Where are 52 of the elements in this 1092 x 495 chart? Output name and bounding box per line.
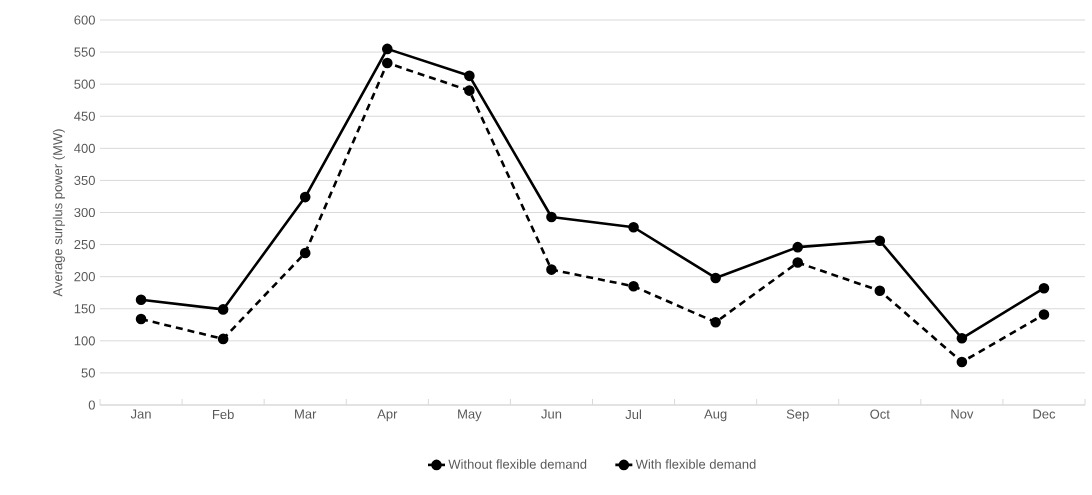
point	[1038, 309, 1050, 320]
y-tick-label: 50	[81, 368, 95, 378]
y-tick-label: 550	[74, 47, 95, 57]
x-tick-label: Jul	[625, 409, 641, 420]
y-tick-label: 500	[74, 79, 95, 89]
x-tick-label: May	[458, 409, 482, 422]
x-tick-label: Oct	[870, 409, 890, 419]
point	[299, 247, 311, 259]
x-tick-label: Dec	[1033, 409, 1056, 419]
x-tick-label: Mar	[295, 409, 317, 419]
point	[546, 211, 557, 223]
y-tick-label: 600	[74, 15, 95, 25]
y-tick-label: 450	[74, 111, 95, 121]
y-tick-label: 150	[74, 304, 95, 314]
x-tick-label: Nov	[951, 409, 974, 419]
point	[464, 85, 475, 96]
point	[1038, 282, 1050, 294]
x-tick-label: Jan	[130, 409, 151, 419]
point	[135, 294, 147, 306]
point	[628, 280, 639, 292]
point	[464, 70, 475, 82]
legend-label: With flexible demand	[635, 459, 756, 469]
x-tick-label: Aug	[704, 409, 727, 422]
point	[382, 57, 393, 69]
y-tick-label: 400	[74, 143, 95, 153]
point	[135, 313, 147, 325]
point	[217, 304, 229, 315]
point	[874, 235, 886, 247]
point	[382, 43, 393, 55]
y-tick-label: 350	[74, 175, 95, 186]
point	[956, 356, 968, 368]
point	[956, 332, 968, 344]
y-tick-label: 200	[74, 272, 95, 282]
x-tick-label: Jun	[541, 409, 562, 419]
legend-label: Without flexible demand	[448, 459, 587, 469]
x-tick-label: Feb	[212, 409, 234, 420]
x-tick-label: Sep	[786, 409, 809, 422]
y-tick-label: 100	[74, 336, 95, 346]
point	[299, 191, 311, 203]
y-tick-label: 300	[74, 207, 95, 218]
point	[546, 264, 557, 275]
y-tick-label: 250	[74, 239, 95, 250]
point	[710, 316, 721, 328]
point	[628, 221, 639, 233]
point	[217, 333, 229, 345]
x-tick-label: Apr	[377, 409, 398, 422]
point	[874, 285, 886, 297]
y-axis-title: Average surplus power (MW)	[52, 129, 65, 297]
point	[792, 257, 804, 268]
point	[710, 272, 721, 284]
y-tick-label: 0	[88, 400, 95, 410]
point	[792, 241, 804, 253]
